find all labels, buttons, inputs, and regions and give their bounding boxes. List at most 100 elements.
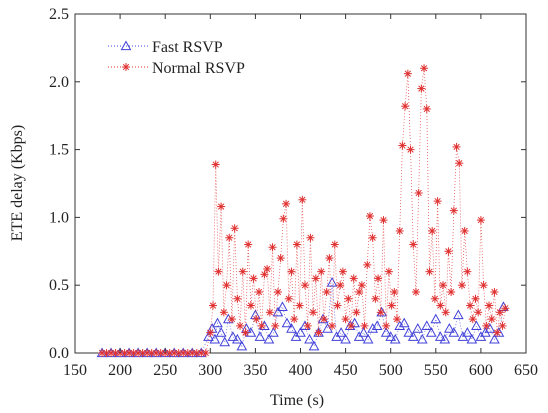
- data-point: [214, 267, 223, 276]
- data-point: [287, 267, 296, 276]
- data-point: [336, 281, 345, 290]
- series-fast-rsvp: [96, 276, 509, 358]
- data-point: [308, 340, 320, 351]
- data-point: [484, 323, 496, 333]
- data-point: [371, 294, 380, 303]
- data-point: [471, 294, 480, 303]
- data-point: [281, 317, 293, 328]
- data-point: [295, 301, 304, 310]
- data-point: [314, 328, 323, 337]
- data-point: [341, 315, 350, 324]
- data-point: [449, 206, 458, 215]
- data-point: [422, 104, 431, 113]
- series-line: [102, 68, 506, 354]
- legend-label-fast-rsvp: Fast RSVP: [152, 39, 223, 56]
- data-point: [212, 317, 223, 328]
- data-point: [292, 240, 301, 249]
- data-point: [425, 267, 434, 276]
- data-point: [211, 160, 220, 169]
- data-point: [330, 240, 339, 249]
- data-point: [371, 320, 383, 330]
- data-point: [215, 327, 227, 337]
- data-point: [333, 301, 342, 310]
- data-point: [326, 276, 338, 287]
- data-point: [463, 267, 472, 276]
- data-point: [409, 240, 418, 249]
- data-point: [453, 309, 464, 320]
- data-point: [466, 301, 475, 310]
- data-point: [335, 327, 347, 337]
- data-point: [282, 199, 291, 208]
- data-point: [355, 287, 364, 296]
- data-point: [263, 264, 272, 273]
- data-point: [441, 308, 450, 317]
- y-tick-label: 2.5: [49, 6, 69, 23]
- plot-border: [74, 13, 527, 354]
- data-point: [487, 315, 496, 324]
- data-point: [421, 320, 433, 330]
- data-point: [325, 254, 334, 263]
- data-point: [244, 240, 253, 249]
- data-point: [232, 333, 243, 344]
- x-tick-label: 400: [289, 362, 313, 379]
- data-point: [309, 308, 318, 317]
- data-point: [382, 321, 391, 330]
- data-point: [284, 294, 293, 303]
- data-point: [362, 333, 374, 344]
- data-point: [367, 323, 379, 333]
- data-point: [403, 69, 412, 78]
- data-point: [482, 321, 491, 330]
- data-point: [501, 304, 510, 313]
- data-point: [394, 320, 406, 330]
- x-axis: 150 200 250 300 350 400 450 500 550 600 650: [63, 14, 538, 379]
- data-point: [206, 328, 215, 337]
- data-point: [338, 267, 347, 276]
- x-axis-title: Time (s): [270, 392, 324, 409]
- data-point: [311, 274, 320, 283]
- data-point: [407, 331, 419, 341]
- data-point: [498, 321, 507, 330]
- data-point: [393, 315, 402, 324]
- data-point: [414, 188, 423, 197]
- data-point: [374, 274, 383, 283]
- data-point: [319, 315, 328, 324]
- data-point: [376, 308, 385, 317]
- data-point: [219, 336, 231, 347]
- data-point: [257, 321, 266, 330]
- x-tick-label: 500: [379, 362, 403, 379]
- data-point: [384, 267, 393, 276]
- data-point: [430, 313, 442, 324]
- data-point: [156, 349, 165, 357]
- data-point: [255, 287, 264, 296]
- data-point: [217, 202, 226, 211]
- y-tick-label: 0.5: [49, 277, 69, 294]
- data-point: [433, 197, 442, 206]
- data-point: [452, 142, 461, 151]
- legend: Fast RSVP Normal RSVP: [108, 39, 245, 77]
- data-point: [395, 226, 404, 235]
- data-point: [328, 321, 337, 330]
- plot-frame: [74, 13, 527, 354]
- data-point: [98, 349, 107, 357]
- legend-item-fast-rsvp: Fast RSVP: [108, 39, 223, 56]
- data-point: [273, 287, 282, 296]
- data-point: [495, 308, 504, 317]
- data-point: [412, 323, 424, 333]
- data-point: [401, 102, 410, 111]
- x-tick-label: 250: [153, 362, 177, 379]
- data-point: [295, 327, 306, 337]
- data-point: [263, 333, 275, 344]
- data-point: [290, 315, 299, 324]
- data-point: [227, 331, 239, 341]
- data-point: [360, 321, 369, 330]
- x-tick-label: 300: [198, 362, 222, 379]
- data-point: [241, 328, 250, 337]
- data-point: [493, 328, 502, 337]
- data-point: [387, 301, 396, 310]
- data-point: [230, 224, 239, 233]
- data-point: [227, 315, 236, 324]
- data-point: [277, 301, 288, 311]
- data-point: [322, 323, 333, 333]
- data-point: [444, 247, 453, 256]
